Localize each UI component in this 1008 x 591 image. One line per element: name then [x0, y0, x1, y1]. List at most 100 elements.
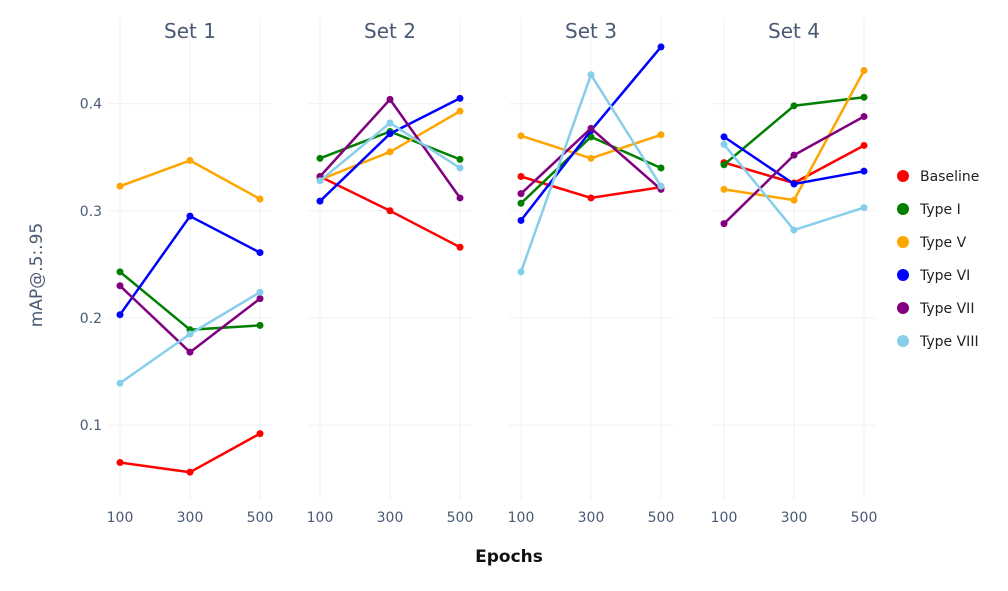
y-tick-label: 0.2 [80, 311, 102, 327]
data-point [256, 430, 264, 438]
legend-label: Type VII [919, 301, 974, 317]
x-tick-label: 100 [107, 510, 134, 526]
data-point [587, 194, 595, 202]
x-tick-label: 300 [177, 510, 204, 526]
facet-panel: Set 1 100 300 500 [107, 18, 274, 526]
data-point [860, 66, 868, 74]
legend-marker [897, 269, 909, 281]
data-point [456, 155, 464, 163]
data-point [316, 197, 324, 205]
data-point [587, 154, 595, 162]
data-point [116, 282, 124, 290]
facet-panel: Set 2 100 300 500 [307, 18, 474, 526]
legend-label: Baseline [920, 169, 979, 185]
data-point [386, 148, 394, 156]
data-point [456, 94, 464, 102]
data-point [720, 220, 728, 228]
x-tick-label: 300 [578, 510, 605, 526]
legend: Baseline Type I Type V Type VI Type VII Type … [897, 169, 979, 350]
legend-marker [897, 203, 909, 215]
x-tick-label: 500 [247, 510, 274, 526]
y-tick-label: 0.4 [80, 97, 102, 113]
legend-label: Type VI [919, 268, 970, 284]
x-tick-label: 300 [781, 510, 808, 526]
data-point [860, 167, 868, 175]
data-point [186, 330, 194, 338]
y-tick-label: 0.1 [80, 418, 102, 434]
data-point [860, 93, 868, 101]
facet-panels: Set 1 100 300 500 Set 2 100 300 500 Set 3 100 300 5… [80, 18, 878, 526]
data-point [860, 141, 868, 149]
x-axis-title: Epochs [475, 547, 543, 567]
facet-title: Set 2 [364, 19, 416, 43]
x-tick-label: 500 [851, 510, 878, 526]
data-point [256, 321, 264, 329]
data-point [587, 71, 595, 79]
data-point [720, 161, 728, 169]
x-tick-label: 100 [508, 510, 535, 526]
legend-label: Type VIII [919, 334, 979, 350]
data-point [116, 459, 124, 467]
legend-label: Type I [919, 202, 961, 218]
x-tick-label: 300 [377, 510, 404, 526]
y-tick-label: 0.3 [80, 204, 102, 220]
facet-panel: Set 3 100 300 500 [508, 18, 675, 526]
series-lines [116, 43, 868, 476]
data-point [456, 194, 464, 202]
data-point [720, 185, 728, 193]
x-tick-label: 500 [648, 510, 675, 526]
data-point [186, 156, 194, 164]
data-point [456, 164, 464, 172]
data-point [517, 132, 525, 140]
facet-title: Set 3 [565, 19, 617, 43]
facet-title: Set 1 [164, 19, 216, 43]
data-point [517, 173, 525, 181]
data-point [657, 131, 665, 139]
data-point [256, 249, 264, 257]
data-point [657, 164, 665, 172]
x-tick-label: 500 [447, 510, 474, 526]
data-point [316, 154, 324, 162]
data-point [116, 379, 124, 387]
data-point [517, 216, 525, 224]
data-point [790, 180, 798, 188]
data-point [316, 177, 324, 185]
legend-marker [897, 170, 909, 182]
data-point [720, 133, 728, 141]
data-point [186, 348, 194, 356]
legend-marker [897, 236, 909, 248]
data-point [116, 311, 124, 319]
data-point [860, 113, 868, 121]
data-point [517, 268, 525, 276]
x-tick-label: 100 [711, 510, 738, 526]
data-point [790, 102, 798, 110]
legend-marker [897, 302, 909, 314]
data-point [256, 288, 264, 296]
data-point [186, 212, 194, 220]
data-point [657, 182, 665, 190]
data-point [720, 140, 728, 148]
data-point [386, 207, 394, 215]
data-point [256, 195, 264, 203]
x-tick-label: 100 [307, 510, 334, 526]
legend-marker [897, 335, 909, 347]
facet-title: Set 4 [768, 19, 820, 43]
data-point [517, 199, 525, 207]
data-point [116, 268, 124, 276]
data-point [790, 196, 798, 204]
data-point [456, 243, 464, 251]
data-point [256, 295, 264, 303]
y-axis-title: mAP@.5:.95 [27, 223, 47, 327]
data-point [587, 133, 595, 141]
data-point [657, 43, 665, 51]
legend-label: Type V [919, 235, 967, 251]
data-point [517, 190, 525, 198]
data-point [860, 204, 868, 212]
data-point [386, 95, 394, 103]
data-point [790, 151, 798, 159]
data-point [116, 182, 124, 190]
data-point [386, 119, 394, 127]
data-point [587, 124, 595, 132]
data-point [386, 130, 394, 138]
